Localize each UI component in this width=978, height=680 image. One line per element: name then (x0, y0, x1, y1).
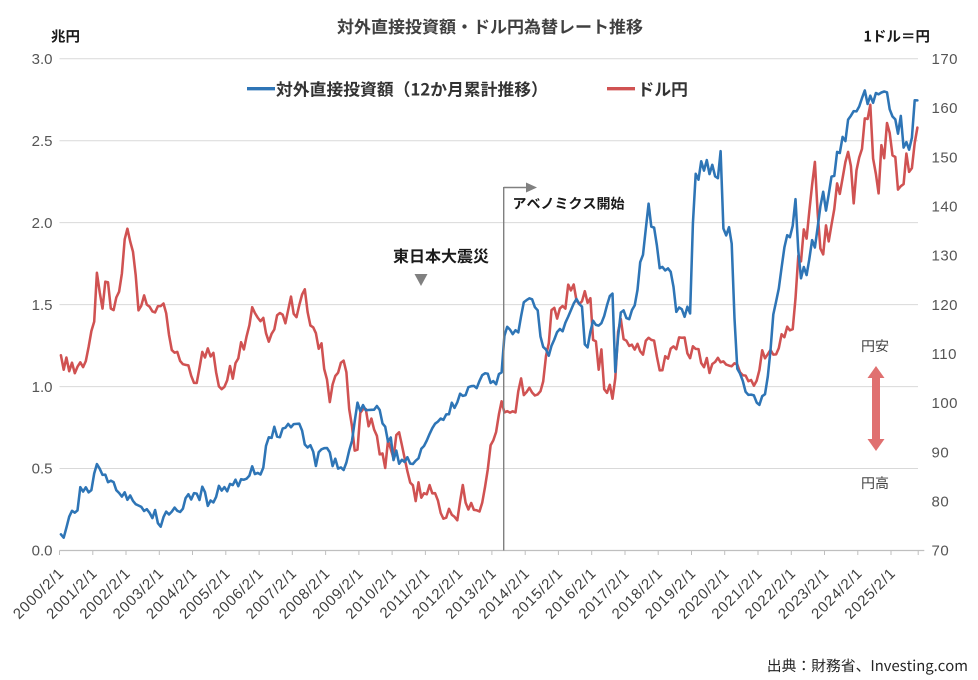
svg-text:90: 90 (932, 444, 950, 461)
svg-text:1.5: 1.5 (32, 297, 53, 314)
svg-text:3.0: 3.0 (32, 51, 53, 68)
svg-text:70: 70 (932, 543, 950, 560)
svg-text:1.0: 1.0 (32, 379, 53, 396)
svg-text:140: 140 (932, 198, 959, 215)
svg-text:150: 150 (932, 149, 959, 166)
svg-text:110: 110 (932, 346, 957, 363)
svg-text:2.5: 2.5 (32, 133, 53, 150)
svg-text:0.0: 0.0 (32, 543, 53, 560)
svg-text:2.0: 2.0 (32, 215, 53, 232)
svg-text:80: 80 (932, 494, 950, 511)
svg-text:170: 170 (932, 51, 959, 68)
svg-text:120: 120 (932, 297, 959, 314)
svg-text:130: 130 (932, 248, 959, 265)
svg-text:160: 160 (932, 100, 959, 117)
svg-text:0.5: 0.5 (32, 461, 53, 478)
svg-text:100: 100 (932, 395, 959, 412)
